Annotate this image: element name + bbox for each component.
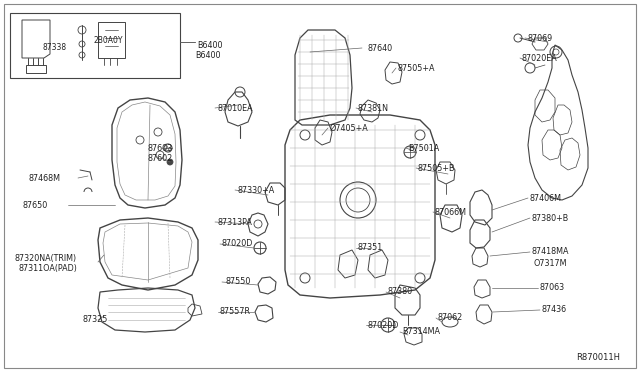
Text: 87380+B: 87380+B	[532, 214, 569, 222]
Text: 87313PA: 87313PA	[218, 218, 253, 227]
Circle shape	[167, 159, 173, 165]
Text: B6400: B6400	[195, 51, 221, 60]
Text: 87380: 87380	[388, 288, 413, 296]
Text: 87603: 87603	[148, 144, 173, 153]
Text: 87406M: 87406M	[530, 193, 562, 202]
Text: 87602: 87602	[148, 154, 173, 163]
Text: Ø7405+A: Ø7405+A	[330, 124, 369, 132]
Text: 87505+B: 87505+B	[418, 164, 456, 173]
Text: 87330+A: 87330+A	[238, 186, 275, 195]
Text: B7314MA: B7314MA	[402, 327, 440, 337]
Text: 87351: 87351	[358, 244, 383, 253]
Text: 87418MA: 87418MA	[532, 247, 570, 257]
Text: 87650: 87650	[22, 201, 47, 209]
Text: 87063: 87063	[540, 283, 565, 292]
Text: B7501A: B7501A	[408, 144, 439, 153]
Text: O7317M: O7317M	[534, 260, 568, 269]
Text: 87557R: 87557R	[220, 308, 251, 317]
Text: 87066M: 87066M	[435, 208, 467, 217]
Text: 87320NA(TRIM): 87320NA(TRIM)	[14, 253, 76, 263]
Text: 87010EA: 87010EA	[218, 103, 253, 112]
Text: R870011H: R870011H	[576, 353, 620, 362]
Text: 2B0A0Y: 2B0A0Y	[93, 35, 123, 45]
Text: B6400: B6400	[197, 41, 223, 49]
Text: 87436: 87436	[542, 305, 567, 314]
Text: 87338: 87338	[43, 42, 67, 51]
Text: 87069: 87069	[528, 33, 553, 42]
Text: 87020D: 87020D	[222, 240, 253, 248]
Text: 87311OA(PAD): 87311OA(PAD)	[18, 263, 77, 273]
Text: 87020D: 87020D	[368, 321, 399, 330]
Text: 87505+A: 87505+A	[398, 64, 435, 73]
Text: 87640: 87640	[368, 44, 393, 52]
Text: 87468M: 87468M	[28, 173, 60, 183]
Text: 87062: 87062	[438, 314, 463, 323]
Text: 87020EA: 87020EA	[522, 54, 557, 62]
Text: 87550: 87550	[225, 278, 250, 286]
Text: 87381N: 87381N	[358, 103, 389, 112]
Text: 87325: 87325	[82, 315, 108, 324]
